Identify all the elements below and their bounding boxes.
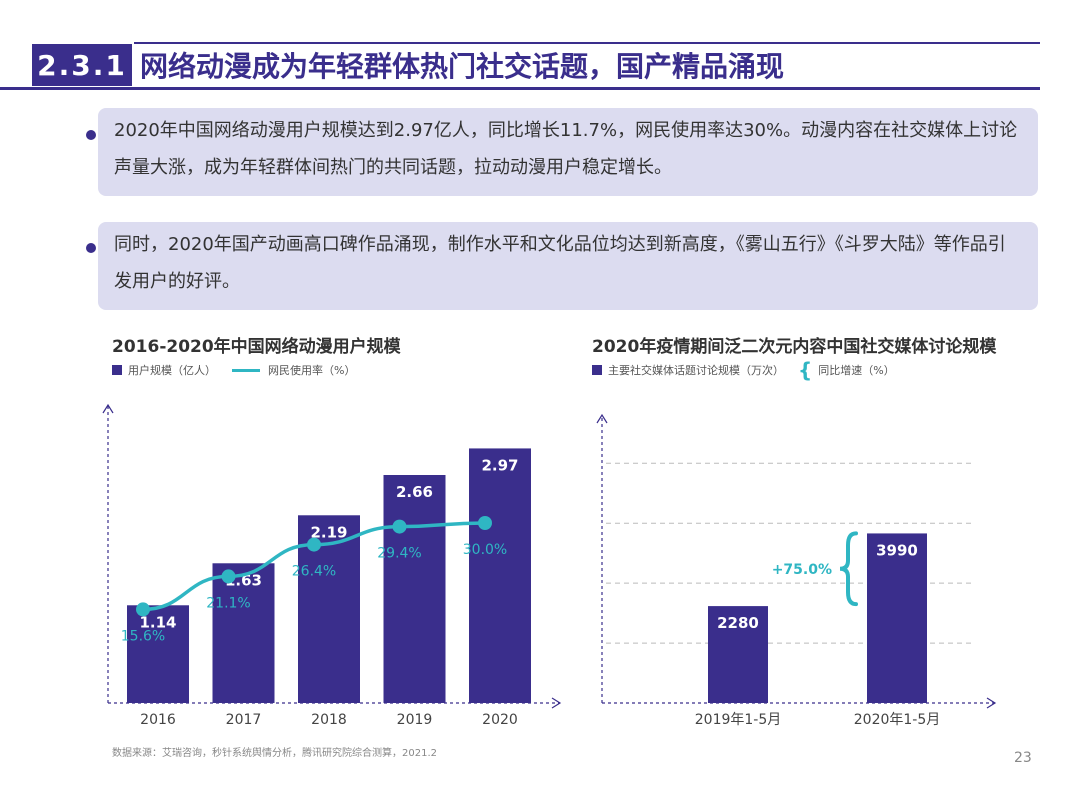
legend-swatch-bar	[592, 365, 602, 375]
bullet-dot	[86, 243, 96, 253]
bar-2016	[127, 605, 189, 703]
left-chart-x-arrow-icon	[551, 697, 562, 709]
right-chart-x-arrow-icon	[986, 697, 997, 709]
page-title: 网络动漫成为年轻群体热门社交话题，国产精品涌现	[140, 50, 785, 83]
x-tick-2018: 2018	[311, 712, 347, 728]
header-top-line	[134, 42, 1040, 44]
bar-label-2020: 2.97	[481, 456, 518, 474]
bullet-text-2: 同时，2020年国产动画高口碑作品涌现，制作水平和文化品位均达到新高度，《雾山五…	[98, 222, 1038, 310]
bar-2019年1-5月	[708, 606, 768, 703]
bar-2020	[469, 448, 531, 703]
legend-label-line: 网民使用率（%）	[268, 364, 356, 377]
line-label-2018: 26.4%	[292, 564, 336, 580]
x-tick-2017: 2017	[226, 712, 262, 728]
data-source: 数据来源：艾瑞咨询，秒针系统舆情分析，腾讯研究院综合测算，2021.2	[112, 748, 437, 759]
line-point-2020	[478, 516, 492, 530]
page-number: 23	[1014, 750, 1032, 766]
line-label-2020: 30.0%	[463, 542, 507, 558]
line-label-2017: 21.1%	[206, 595, 250, 611]
growth-brace-icon	[839, 531, 858, 607]
bar-2020年1-5月	[867, 533, 927, 703]
chart-legend-left: 用户规模（亿人） 网民使用率（%）	[112, 362, 355, 378]
bar-label-2019: 2.66	[396, 483, 433, 501]
chart-title-right: 2020年疫情期间泛二次元内容中国社交媒体讨论规模	[592, 337, 997, 357]
bar-label-2018: 2.19	[310, 523, 347, 541]
x-tick-2019: 2019	[397, 712, 433, 728]
line-point-2019	[392, 519, 407, 534]
line-label-2016: 15.6%	[121, 628, 165, 644]
legend-label-bar: 主要社交媒体话题讨论规模（万次）	[608, 364, 784, 377]
x-tick-2020: 2020	[482, 712, 518, 728]
bar-2019	[383, 475, 446, 703]
line-label-2019: 29.4%	[377, 546, 421, 562]
bullet-text-1: 2020年中国网络动漫用户规模达到2.97亿人，同比增长11.7%，网民使用率达…	[98, 108, 1038, 196]
line-point-2018	[307, 537, 321, 552]
chart-title-left: 2016-2020年中国网络动漫用户规模	[112, 337, 401, 357]
x-tick-2016: 2016	[140, 712, 176, 728]
header-divider	[0, 87, 1040, 90]
bar-label-2019年1-5月: 2280	[717, 614, 759, 632]
chart-legend-right: 主要社交媒体话题讨论规模（万次） { 同比增速（%）	[592, 360, 895, 380]
legend-swatch-line	[232, 368, 260, 372]
line-point-2016	[136, 602, 150, 617]
growth-label: +75.0%	[772, 562, 832, 578]
line-point-2017	[221, 569, 236, 584]
bar-2017	[212, 563, 275, 703]
x-tick-2019年1-5月: 2019年1-5月	[695, 712, 782, 728]
left-chart-y-arrow-icon	[102, 403, 114, 414]
x-tick-2020年1-5月: 2020年1-5月	[854, 712, 941, 728]
bar-label-2020年1-5月: 3990	[876, 541, 918, 559]
legend-label-bar: 用户规模（亿人）	[128, 364, 216, 377]
right-chart-y-arrow-icon	[596, 413, 608, 424]
bar-label-2016: 1.14	[139, 613, 176, 631]
legend-label-growth: 同比增速（%）	[818, 364, 895, 377]
section-number: 2.3.1	[32, 44, 132, 86]
bullet-dot	[86, 130, 96, 140]
legend-swatch-bar	[112, 365, 122, 375]
